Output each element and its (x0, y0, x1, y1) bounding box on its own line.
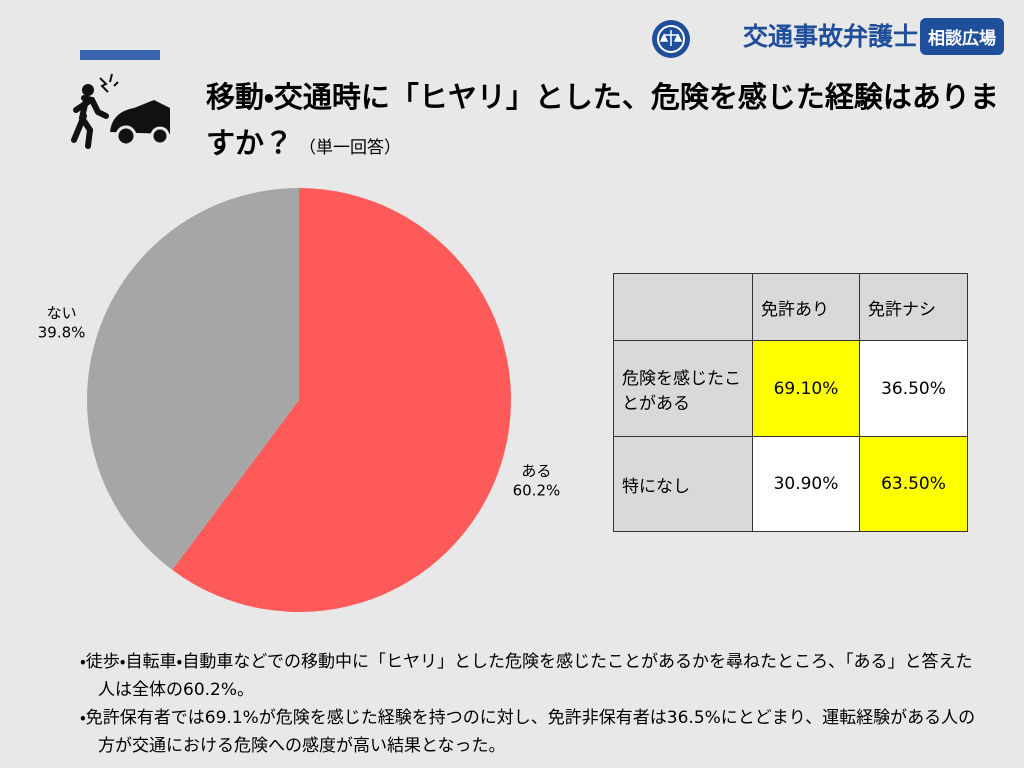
table-cell: 30.90% (752, 436, 860, 532)
value-label: 39.8% (38, 324, 86, 342)
accent-bar (80, 50, 160, 60)
logo-text: 交通事故弁護士 (742, 22, 918, 51)
category-label: ない (47, 304, 77, 322)
row-header: 危険を感じたことがある (613, 340, 753, 437)
chart-subtitle: （単一回答） (299, 138, 402, 158)
title-text: 移動・交通時に「ヒヤリ」とした、危険を感じた経験はありますか？ (206, 80, 999, 160)
notes: ・徒歩・自転車・自動車などでの移動中に「ヒヤリ」とした危険を感じたことがあるかを… (80, 648, 980, 760)
chart-title: 移動・交通時に「ヒヤリ」とした、危険を感じた経験はありますか？ （単一回答） (206, 74, 1006, 171)
value-label: 60.2% (513, 481, 561, 499)
cross-table: 免許あり 免許ナシ 危険を感じたことがある 69.10% 36.50% 特になし… (613, 273, 968, 532)
logo-icon (652, 20, 690, 58)
table-cell: 36.50% (859, 340, 968, 437)
row-header: 特になし (613, 436, 753, 532)
note: ・徒歩・自転車・自動車などでの移動中に「ヒヤリ」とした危険を感じたことがあるかを… (80, 652, 973, 700)
column-header: 免許あり (752, 273, 860, 341)
category-label: ある (521, 462, 551, 480)
title-icon (71, 73, 170, 149)
pie-slice (172, 188, 512, 612)
pie-slice (87, 188, 299, 570)
slice-label: ある 60.2% (513, 462, 561, 500)
column-header: 免許ナシ (859, 273, 968, 341)
pie-chart: ある 60.2% ない 39.8% (38, 188, 561, 612)
slice-label: ない 39.8% (38, 304, 86, 342)
table-cell: 69.10% (752, 340, 860, 437)
note: ・免許保有者では69.1%が危険を感じた経験を持つのに対し、免許非保有者は36.… (80, 708, 976, 756)
table-corner (613, 273, 753, 341)
logo-badge: 相談広場 (920, 18, 1004, 55)
table-cell: 63.50% (859, 436, 968, 532)
